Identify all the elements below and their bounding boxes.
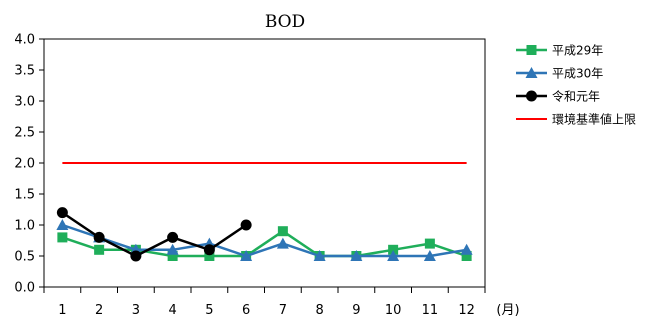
data-point bbox=[130, 250, 142, 262]
data-point bbox=[203, 244, 215, 256]
y-tick-label: 0.5 bbox=[14, 250, 35, 265]
y-tick-label: 4.0 bbox=[14, 33, 35, 48]
series-2 bbox=[56, 219, 473, 261]
legend-item: 平成29年 bbox=[516, 44, 603, 58]
data-point bbox=[313, 250, 326, 261]
data-point bbox=[460, 243, 473, 255]
x-tick-label: 4 bbox=[168, 303, 176, 318]
y-tick-label: 2.5 bbox=[14, 126, 35, 141]
x-tick-label: 3 bbox=[132, 303, 140, 318]
data-point bbox=[56, 219, 69, 230]
legend-label: 環境基準値上限 bbox=[552, 112, 636, 127]
y-tick-label: 1.5 bbox=[14, 188, 35, 203]
x-tick-label: 1 bbox=[58, 303, 66, 318]
x-tick-label: 7 bbox=[279, 303, 287, 318]
axes: 0.00.51.01.52.02.53.03.54.01 2 3 4 5 6 7 8 9 10 11… bbox=[14, 33, 486, 318]
legend-item: 令和元年 bbox=[516, 89, 600, 104]
legend-label: 平成29年 bbox=[552, 44, 603, 58]
series-layer bbox=[56, 162, 473, 262]
data-point bbox=[350, 250, 363, 261]
data-point bbox=[387, 250, 400, 261]
y-tick-label: 1.0 bbox=[14, 219, 35, 234]
y-tick-label: 3.5 bbox=[14, 64, 35, 79]
x-tick-label: 2 bbox=[95, 303, 103, 318]
data-point bbox=[423, 250, 436, 261]
x-tick-label: 12 bbox=[458, 303, 475, 318]
data-point bbox=[461, 251, 472, 261]
x-tick-label: 9 bbox=[352, 303, 360, 318]
series-line bbox=[61, 211, 247, 258]
series-3 bbox=[56, 207, 252, 262]
x-tick-label: 10 bbox=[385, 303, 402, 318]
legend-marker bbox=[525, 67, 538, 78]
data-point bbox=[240, 219, 252, 231]
data-point bbox=[204, 251, 215, 261]
data-point bbox=[166, 243, 179, 255]
data-point bbox=[424, 238, 435, 249]
data-point bbox=[167, 251, 178, 261]
x-tick-label: 8 bbox=[315, 303, 323, 318]
data-point bbox=[388, 244, 399, 255]
legend-item: 平成30年 bbox=[516, 67, 603, 81]
x-tick-label: 5 bbox=[205, 303, 213, 318]
x-tick-label: 6 bbox=[242, 303, 250, 318]
chart-title: BOD bbox=[265, 12, 305, 32]
data-point bbox=[276, 237, 289, 249]
legend-marker bbox=[526, 45, 537, 55]
legend-marker bbox=[526, 90, 537, 102]
data-point bbox=[277, 226, 288, 237]
x-unit-label: (月) bbox=[496, 303, 519, 318]
x-tick-label: 11 bbox=[422, 303, 439, 318]
data-point bbox=[167, 231, 179, 243]
legend-label: 平成30年 bbox=[552, 67, 603, 81]
legend-label: 令和元年 bbox=[552, 89, 600, 104]
y-tick-label: 2.0 bbox=[14, 157, 35, 172]
data-point bbox=[57, 232, 68, 243]
series-line bbox=[61, 229, 468, 258]
series-line bbox=[61, 223, 467, 258]
data-point bbox=[94, 244, 105, 255]
data-point bbox=[56, 207, 68, 219]
data-point bbox=[240, 250, 253, 261]
y-tick-label: 3.0 bbox=[14, 95, 35, 110]
y-tick-label: 0.0 bbox=[14, 281, 35, 296]
data-point bbox=[93, 231, 105, 243]
legend-item: 環境基準値上限 bbox=[516, 112, 636, 127]
